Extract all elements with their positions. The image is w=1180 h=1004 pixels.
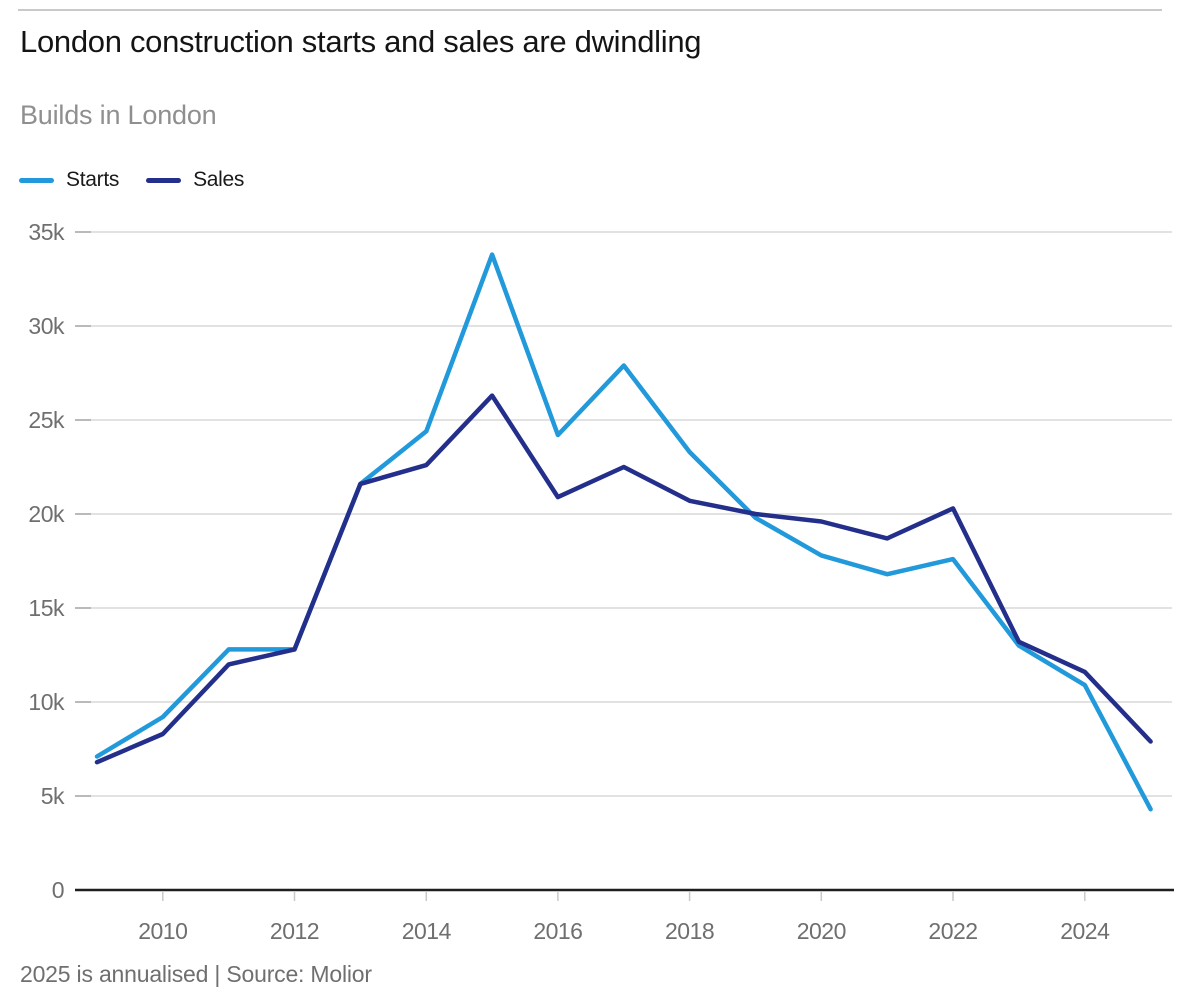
series-line-starts xyxy=(94,252,1153,812)
chart-subtitle: Builds in London xyxy=(20,100,217,130)
series-line-sales xyxy=(94,393,1153,765)
top-divider xyxy=(18,9,1162,11)
legend-label-sales: Sales xyxy=(193,168,245,191)
x-axis-tick-label: 2010 xyxy=(138,918,187,944)
chart-title: London construction starts and sales are… xyxy=(20,24,702,59)
y-axis-tick-label: 10k xyxy=(28,689,65,715)
sales-swatch-icon xyxy=(146,177,182,183)
y-axis-tick-label: 15k xyxy=(28,595,65,621)
y-axis-tick-label: 25k xyxy=(28,407,65,433)
x-axis-tick-label: 2020 xyxy=(797,918,846,944)
legend-label-starts: Starts xyxy=(66,168,120,191)
legend: Starts Sales xyxy=(19,168,244,192)
y-axis-tick-label: 30k xyxy=(28,313,65,339)
x-axis-tick-label: 2024 xyxy=(1060,918,1110,944)
x-axis-tick-label: 2012 xyxy=(270,918,319,944)
x-axis-tick-label: 2016 xyxy=(533,918,582,944)
source-note: 2025 is annualised | Source: Molior xyxy=(20,961,372,987)
x-axis-tick-label: 2022 xyxy=(928,918,977,944)
legend-item-sales: Sales xyxy=(146,168,244,192)
x-axis-tick-label: 2018 xyxy=(665,918,714,944)
y-axis-tick-label: 0 xyxy=(52,877,64,903)
x-axis-tick-label: 2014 xyxy=(402,918,452,944)
y-axis-tick-label: 35k xyxy=(28,219,65,245)
y-axis-tick-label: 20k xyxy=(28,501,65,527)
legend-item-starts: Starts xyxy=(19,168,119,192)
starts-swatch-icon xyxy=(19,177,54,183)
y-axis-tick-label: 5k xyxy=(41,783,65,809)
